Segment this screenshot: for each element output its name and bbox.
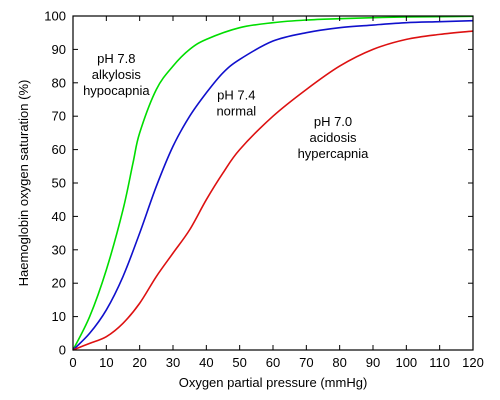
x-axis-title: Oxygen partial pressure (mmHg) (179, 375, 368, 390)
y-axis-title: Haemoglobin oxygen saturation (%) (16, 80, 31, 287)
y-tick-label: 0 (59, 343, 66, 358)
x-tick-label: 80 (332, 355, 346, 370)
series-line-1 (72, 19, 474, 351)
series-line-0 (72, 15, 474, 351)
annotation-1-line-1: normal (216, 104, 256, 119)
series-line-2 (72, 30, 474, 351)
ticks-layer (72, 15, 474, 351)
series-layer (72, 15, 474, 351)
x-tick-label: 10 (99, 355, 113, 370)
x-tick-label: 60 (266, 355, 280, 370)
x-tick-label: 120 (462, 355, 484, 370)
y-tick-label: 40 (52, 209, 66, 224)
y-tick-label: 90 (52, 42, 66, 57)
annotation-2-line-2: hypercapnia (298, 146, 370, 161)
y-tick-label: 20 (52, 276, 66, 291)
y-tick-label: 80 (52, 75, 66, 90)
annotation-0-line-1: alkylosis (92, 67, 142, 82)
annotation-0-line-0: pH 7.8 (97, 51, 135, 66)
x-tick-label: 100 (395, 355, 417, 370)
x-tick-label: 70 (299, 355, 313, 370)
y-tick-label: 70 (52, 109, 66, 124)
x-tick-label: 20 (132, 355, 146, 370)
x-tick-label: 0 (69, 355, 76, 370)
x-tick-label: 30 (166, 355, 180, 370)
y-tick-label: 100 (44, 9, 66, 24)
x-tick-label: 40 (199, 355, 213, 370)
labels-layer: 0 10 20 30 40 50 60 70 80 90 100 110 120 0 10 20 30 40 50 6… (44, 9, 484, 371)
x-tick-label: 90 (366, 355, 380, 370)
annotation-0-line-2: hypocapnia (83, 83, 150, 98)
y-tick-label: 30 (52, 242, 66, 257)
y-tick-label: 60 (52, 142, 66, 157)
y-tick-label: 10 (52, 309, 66, 324)
x-tick-label: 110 (429, 355, 450, 370)
annotation-2-line-1: acidosis (310, 130, 357, 145)
annotation-2-line-0: pH 7.0 (314, 114, 352, 129)
y-tick-label: 50 (52, 176, 66, 191)
annotation-1-line-0: pH 7.4 (217, 88, 255, 103)
x-tick-label: 50 (232, 355, 246, 370)
